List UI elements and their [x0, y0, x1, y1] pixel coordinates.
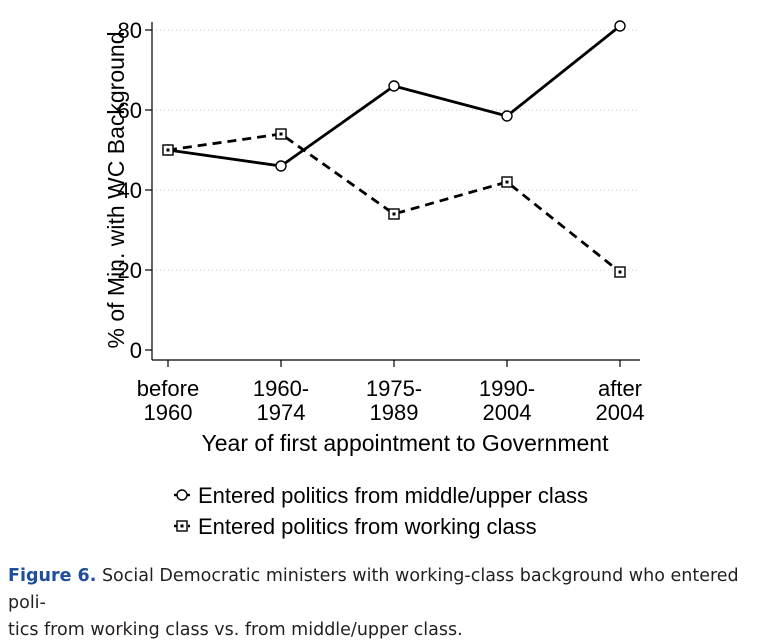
- y-tick-label: 0: [130, 338, 142, 363]
- data-point: [614, 20, 626, 32]
- data-point-center: [618, 270, 622, 274]
- legend-label: Entered politics from middle/upper class: [198, 483, 588, 508]
- data-point-center: [392, 212, 396, 216]
- y-tick-label: 40: [118, 178, 142, 203]
- y-tick-label: 20: [118, 258, 142, 283]
- x-axis-ticks: before19601960-19741975-19891990-2004aft…: [137, 360, 645, 425]
- data-point: [501, 110, 513, 122]
- figure-caption: Figure 6. Social Democratic ministers wi…: [8, 563, 753, 644]
- x-tick-label: before: [137, 376, 199, 401]
- legend-swatch-marker-center: [180, 524, 184, 528]
- data-point-center: [166, 148, 170, 152]
- data-point-center: [505, 180, 509, 184]
- series-2: [162, 128, 626, 278]
- y-tick-label: 60: [118, 98, 142, 123]
- x-tick-label: 2004: [483, 400, 532, 425]
- y-axis-ticks: 0 20 40 60 80: [118, 18, 152, 363]
- x-axis-title: Year of first appointment to Government: [202, 430, 610, 456]
- caption-label: Figure 6.: [8, 566, 97, 586]
- series-line: [167, 24, 621, 168]
- x-tick-label: 1960: [144, 400, 193, 425]
- series-1: [162, 20, 626, 172]
- legend-swatch-marker: [176, 489, 188, 501]
- gridlines: [152, 29, 640, 271]
- legend: Entered politics from middle/upper class…: [174, 483, 588, 539]
- y-tick-label: 80: [118, 18, 142, 43]
- caption-text-line1: Social Democratic ministers with working…: [8, 566, 739, 613]
- x-tick-label: 1990-: [479, 376, 535, 401]
- series-line: [167, 132, 621, 274]
- legend-label: Entered politics from working class: [198, 514, 537, 539]
- x-tick-label: 2004: [596, 400, 645, 425]
- data-point-center: [279, 132, 283, 136]
- x-tick-label: 1974: [257, 400, 306, 425]
- y-axis-title: % of Min. with WC Background: [103, 31, 129, 348]
- legend-item: Entered politics from middle/upper class: [174, 483, 588, 508]
- x-tick-label: 1989: [370, 400, 419, 425]
- data-point: [388, 80, 400, 92]
- data-point: [275, 160, 287, 172]
- series-layer: [162, 20, 626, 278]
- x-tick-label: 1975-: [366, 376, 422, 401]
- x-tick-label: 1960-: [253, 376, 309, 401]
- x-tick-label: after: [598, 376, 642, 401]
- legend-item: Entered politics from working class: [174, 514, 537, 539]
- caption-text-line2: tics from working class vs. from middle/…: [8, 620, 463, 640]
